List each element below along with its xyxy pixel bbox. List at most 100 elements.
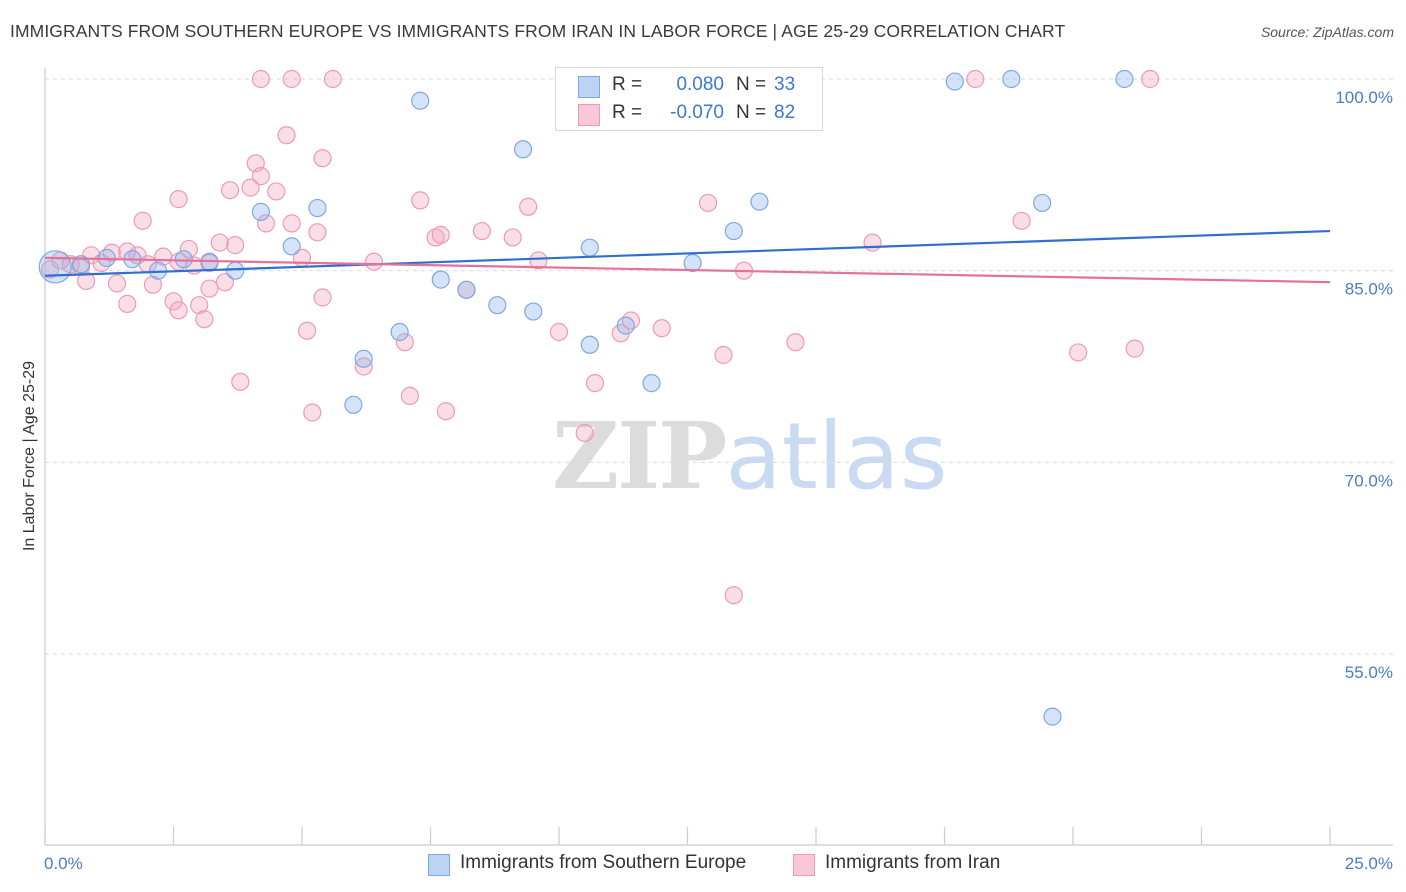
- data-point-iran: [231, 372, 250, 391]
- trend-line-southern-europe: [44, 229, 1331, 277]
- data-point-iran: [256, 214, 276, 233]
- data-point-southern-europe: [642, 374, 661, 393]
- data-point-iran: [1140, 69, 1160, 89]
- data-point-southern-europe: [580, 335, 599, 354]
- data-point-iran: [241, 178, 260, 197]
- data-point-iran: [298, 321, 317, 340]
- legend-r-value: -0.070: [670, 102, 724, 123]
- watermark-zip: ZIP: [552, 402, 727, 510]
- data-point-iran: [585, 374, 605, 393]
- data-point-southern-europe: [38, 250, 72, 284]
- data-point-iran: [313, 288, 332, 307]
- data-point-iran: [195, 310, 214, 329]
- data-point-iran: [215, 273, 234, 292]
- data-point-iran: [107, 274, 127, 293]
- data-point-iran: [220, 181, 240, 200]
- series-legend: Immigrants from Southern Europe Immigran…: [0, 851, 1406, 879]
- data-point-iran: [714, 345, 733, 365]
- data-point-iran: [303, 403, 322, 422]
- data-point-southern-europe: [524, 302, 543, 321]
- data-point-iran: [431, 225, 450, 244]
- data-point-iran: [529, 251, 548, 270]
- data-point-iran: [164, 292, 183, 311]
- data-point-southern-europe: [1043, 707, 1062, 726]
- legend-r-label: R =: [612, 102, 643, 123]
- legend-r-label: R =: [612, 74, 643, 95]
- data-point-iran: [200, 279, 219, 298]
- data-point-iran: [277, 126, 296, 145]
- data-point-iran: [354, 357, 373, 376]
- data-point-iran: [251, 69, 270, 89]
- data-point-southern-europe: [1115, 69, 1134, 89]
- data-point-southern-europe: [724, 221, 743, 241]
- y-tick-label: 100.0%: [1335, 88, 1393, 107]
- data-point-iran: [169, 190, 188, 209]
- data-point-southern-europe: [750, 192, 769, 211]
- data-point-iran: [323, 69, 342, 89]
- data-point-iran: [210, 233, 229, 252]
- data-point-southern-europe: [226, 261, 245, 280]
- legend-n-value: 82: [774, 102, 796, 123]
- data-point-iran: [1125, 339, 1144, 358]
- legend-n-value: 33: [774, 74, 796, 95]
- watermark: ZIPatlas: [552, 402, 948, 510]
- data-point-southern-europe: [308, 198, 327, 218]
- source-credit: Source: ZipAtlas.com: [1260, 24, 1394, 40]
- data-point-iran: [267, 182, 286, 201]
- y-axis-title: In Labor Force | Age 25-29: [21, 361, 38, 551]
- data-point-iran: [118, 294, 137, 313]
- data-point-iran: [313, 149, 332, 168]
- data-point-iran: [102, 243, 121, 262]
- data-point-iran: [575, 423, 594, 443]
- data-point-iran: [724, 586, 743, 605]
- data-point-iran: [400, 386, 420, 405]
- chart-title: IMMIGRANTS FROM SOUTHERN EUROPE VS IMMIG…: [10, 21, 1066, 41]
- data-point-southern-europe: [513, 140, 533, 159]
- y-tick-label: 55.0%: [1345, 663, 1393, 682]
- data-point-iran: [652, 319, 671, 338]
- data-point-iran: [966, 69, 985, 89]
- data-point-iran: [251, 167, 270, 186]
- data-point-iran: [503, 228, 522, 247]
- series-legend-label: Immigrants from Southern Europe: [460, 852, 747, 873]
- data-point-iran: [41, 260, 60, 279]
- data-point-southern-europe: [344, 395, 363, 414]
- data-point-southern-europe: [616, 316, 635, 335]
- data-point-iran: [519, 197, 538, 216]
- data-point-iran: [436, 402, 456, 421]
- data-point-southern-europe: [683, 253, 702, 273]
- data-point-iran: [226, 236, 245, 255]
- data-point-iran: [282, 214, 301, 233]
- data-point-southern-europe: [411, 91, 430, 110]
- data-point-iran: [169, 301, 188, 320]
- series-swatch-pink: [793, 854, 815, 876]
- data-point-iran: [179, 239, 199, 259]
- legend-n-label: N =: [736, 74, 767, 95]
- data-point-iran: [863, 233, 882, 252]
- data-point-iran: [395, 333, 414, 352]
- data-point-iran: [143, 275, 163, 294]
- data-point-southern-europe: [431, 270, 450, 289]
- data-point-iran: [411, 191, 430, 210]
- series-swatch-blue: [428, 854, 450, 876]
- data-point-iran: [621, 311, 641, 330]
- watermark-atlas: atlas: [725, 403, 948, 510]
- data-point-iran: [282, 69, 301, 89]
- series-legend-label: Immigrants from Iran: [825, 852, 1001, 873]
- y-tick-label: 70.0%: [1345, 471, 1393, 490]
- legend-n-label: N =: [736, 102, 767, 123]
- data-point-southern-europe: [457, 280, 476, 299]
- data-point-southern-europe: [251, 202, 270, 221]
- data-point-iran: [472, 221, 491, 241]
- data-point-iran: [133, 211, 152, 230]
- data-point-iran: [190, 296, 209, 315]
- data-point-iran: [786, 333, 805, 352]
- data-point-southern-europe: [580, 238, 599, 257]
- data-point-southern-europe: [390, 322, 409, 342]
- data-point-iran: [426, 228, 445, 247]
- data-point-southern-europe: [71, 255, 91, 274]
- data-point-iran: [308, 223, 327, 242]
- data-point-southern-europe: [945, 72, 964, 91]
- data-point-iran: [77, 271, 96, 290]
